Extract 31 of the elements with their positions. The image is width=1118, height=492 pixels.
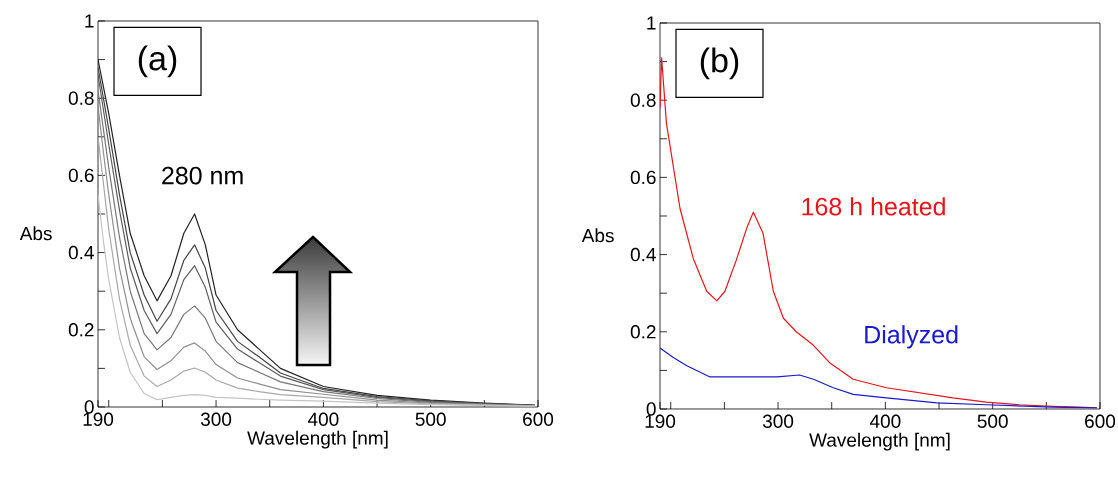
x-tick-label: 400 — [869, 414, 901, 428]
series-label: Dialyzed — [865, 325, 958, 349]
y-tick-label: 0 — [646, 402, 656, 416]
series-label: 168 h heated — [802, 197, 945, 216]
text: (b) — [700, 47, 739, 80]
y-tick-label: 0.2 — [630, 325, 656, 339]
x-axis-title: Wavelength [nm] — [247, 430, 388, 449]
y-axis-title: Abs — [19, 226, 52, 241]
x-tick-label: 300 — [762, 414, 794, 428]
text: (a) — [138, 45, 177, 78]
y-tick-label: 1 — [85, 14, 94, 28]
x-tick-label: 190 — [645, 414, 676, 428]
y-tick-label: 0.8 — [630, 93, 656, 107]
y-tick-label: 0.4 — [630, 247, 656, 262]
x-tick-label: 300 — [200, 412, 232, 426]
y-tick-label: 0.6 — [630, 170, 656, 185]
x-tick-label: 500 — [977, 414, 1008, 428]
y-tick-label: 0 — [84, 400, 94, 414]
x-tick-label: 190 — [83, 412, 114, 426]
x-tick-label: 600 — [1085, 414, 1116, 428]
x-tick-label: 500 — [415, 412, 446, 426]
y-tick-label: 0.8 — [68, 91, 94, 105]
x-tick-label: 400 — [307, 412, 339, 426]
y-tick-label: 0.4 — [68, 245, 94, 260]
y-tick-label: 1 — [647, 16, 656, 30]
y-tick-label: 0.6 — [68, 168, 94, 183]
x-axis-title: Wavelength [nm] — [809, 432, 950, 451]
y-tick-label: 0.2 — [68, 323, 94, 337]
x-tick-label: 600 — [523, 412, 554, 426]
annotation: 280 nm — [162, 166, 243, 185]
y-axis-title: Abs — [581, 228, 614, 243]
